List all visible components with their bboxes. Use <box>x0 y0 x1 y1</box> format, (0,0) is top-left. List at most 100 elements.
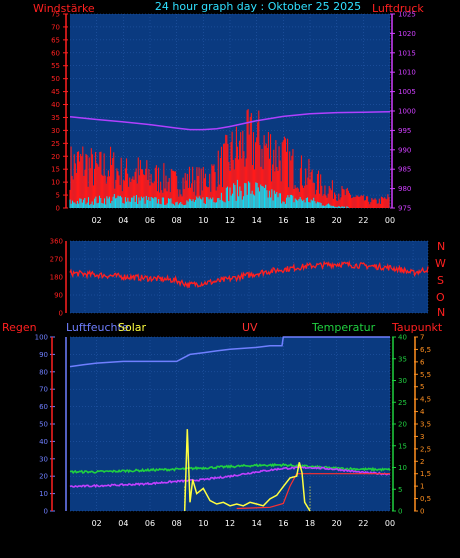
dir-y-tick-label: 90 <box>54 292 63 300</box>
dir-letter-n-top: N <box>437 240 445 253</box>
temp-y-tick-label: 40 <box>398 334 407 342</box>
dir-letter-w: W <box>435 257 446 270</box>
wind-y-tick-label: 45 <box>51 88 60 96</box>
pressure-y-tick-label: 1015 <box>398 49 416 57</box>
direction-chart: 0 90 180 270 360 <box>50 238 429 318</box>
wind-x-tick-label: 16 <box>278 216 288 225</box>
temp-y-tick-label: 10 <box>398 464 407 472</box>
bottom-x-tick-label: 04 <box>118 519 128 528</box>
uv-y-tick-label: 1,5 <box>420 470 431 478</box>
taupunkt-label: Taupunkt <box>391 321 443 334</box>
wind-x-tick-label: 12 <box>225 216 235 225</box>
bottom-x-tick-label: 06 <box>145 519 155 528</box>
temp-y-tick-label: 30 <box>398 377 407 385</box>
dir-y-tick-label: 360 <box>50 238 63 246</box>
pressure-y-tick-label: 1000 <box>398 108 416 116</box>
dir-letter-s: S <box>437 274 444 287</box>
wind-y-tick-label: 0 <box>56 205 60 213</box>
wind-y-tick-label: 30 <box>51 127 60 135</box>
uv-y-tick-label: 0 <box>420 508 424 516</box>
wind-y-tick-label: 55 <box>51 62 60 70</box>
rain-y-tick-label: 50 <box>39 421 48 429</box>
dir-y-tick-label: 270 <box>50 256 63 264</box>
rain-y-tick-label: 30 <box>39 455 48 463</box>
pressure-y-tick-label: 1025 <box>398 11 416 19</box>
wind-x-tick-label: 02 <box>92 216 102 225</box>
dir-letter-n-bottom: N <box>437 306 445 319</box>
pressure-line <box>69 111 391 131</box>
uv-y-tick-label: 3 <box>420 433 424 441</box>
uv-y-tick-label: 7 <box>420 334 424 342</box>
luftdruck-label: Luftdruck <box>372 2 424 15</box>
uv-line <box>236 473 390 510</box>
uv-y-tick-label: 0,5 <box>420 495 431 503</box>
wind-x-tick-label: 10 <box>198 216 208 225</box>
humidity-line <box>69 336 390 368</box>
wind-y-tick-label: 15 <box>51 166 60 174</box>
rain-y-tick-label: 100 <box>35 334 48 342</box>
rain-y-tick-label: 90 <box>39 351 48 359</box>
bottom-x-tick-label: 12 <box>225 519 235 528</box>
wind-y-tick-label: 65 <box>51 36 60 44</box>
uv-y-tick-label: 3,5 <box>420 421 431 429</box>
wind-y-tick-label: 40 <box>51 101 60 109</box>
uv-label: UV <box>242 321 258 334</box>
pressure-y-tick-label: 980 <box>398 185 411 193</box>
pressure-y-tick-label: 1010 <box>398 69 416 77</box>
wind-y-tick-label: 5 <box>56 192 60 200</box>
temp-y-tick-label: 20 <box>398 421 407 429</box>
solar-line <box>183 429 311 512</box>
solar-label: Solar <box>118 321 147 334</box>
pressure-y-tick-label: 975 <box>398 205 411 213</box>
rain-y-tick-label: 20 <box>39 473 48 481</box>
dir-y-tick-label: 0 <box>59 310 63 318</box>
temp-y-tick-label: 15 <box>398 442 407 450</box>
wind-y-tick-label: 75 <box>51 11 60 19</box>
uv-y-tick-label: 6 <box>420 358 425 366</box>
wind-x-tick-label: 14 <box>252 216 262 225</box>
pressure-y-tick-label: 995 <box>398 127 411 135</box>
temp-y-tick-label: 0 <box>398 508 402 516</box>
wind-x-tick-label: 18 <box>305 216 315 225</box>
dewpoint-line <box>69 466 391 488</box>
bottom-x-tick-label: 20 <box>332 519 342 528</box>
temp-y-tick-label: 35 <box>398 355 407 363</box>
wind-y-tick-label: 20 <box>51 153 60 161</box>
uv-y-tick-label: 4 <box>420 408 425 416</box>
bottom-x-tick-label: 02 <box>92 519 102 528</box>
uv-y-tick-label: 6,5 <box>420 346 431 354</box>
temp-y-tick-label: 25 <box>398 399 407 407</box>
wind-x-tick-label: 22 <box>358 216 368 225</box>
wind-y-tick-label: 35 <box>51 114 60 122</box>
pressure-y-tick-label: 990 <box>398 146 411 154</box>
dir-y-tick-label: 180 <box>50 274 63 282</box>
temp-y-tick-label: 5 <box>398 486 402 494</box>
pressure-y-tick-label: 985 <box>398 166 411 174</box>
rain-y-tick-label: 60 <box>39 403 48 411</box>
direction-line <box>69 259 429 289</box>
wind-chart: 0510152025303540455055606570759759809859… <box>51 11 416 226</box>
pressure-y-tick-label: 1020 <box>398 30 416 38</box>
rain-y-tick-label: 10 <box>39 490 48 498</box>
rain-y-tick-label: 0 <box>44 508 48 516</box>
rain-y-tick-label: 80 <box>39 368 48 376</box>
wind-x-tick-label: 00 <box>385 216 395 225</box>
wind-y-tick-label: 10 <box>51 179 60 187</box>
bottom-x-tick-label: 18 <box>305 519 315 528</box>
bottom-x-tick-label: 16 <box>278 519 288 528</box>
uv-y-tick-label: 4,5 <box>420 396 431 404</box>
wind-x-tick-label: 04 <box>118 216 128 225</box>
wind-y-tick-label: 70 <box>51 23 60 31</box>
bottom-x-tick-label: 22 <box>358 519 368 528</box>
regen-label: Regen <box>2 321 37 334</box>
page-title: 24 hour graph day : Oktober 25 2025 <box>155 0 361 13</box>
uv-y-tick-label: 5,5 <box>420 371 431 379</box>
windstaerke-label: Windstärke <box>33 2 95 15</box>
bottom-x-tick-label: 08 <box>172 519 182 528</box>
pressure-y-tick-label: 1005 <box>398 88 416 96</box>
uv-y-tick-label: 1 <box>420 483 424 491</box>
uv-y-tick-label: 2,5 <box>420 445 431 453</box>
bottom-x-tick-label: 00 <box>385 519 395 528</box>
